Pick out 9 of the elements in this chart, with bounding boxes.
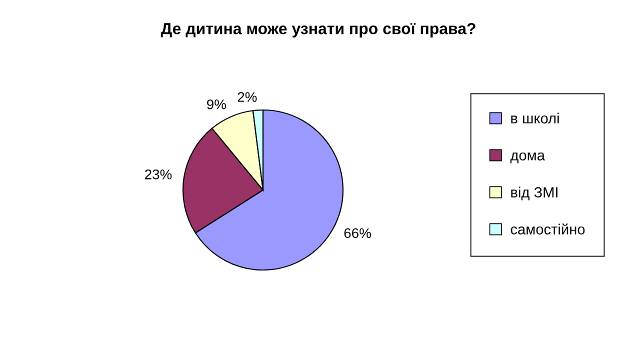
data-label: 9% — [207, 99, 226, 110]
legend-label: в школі — [511, 112, 559, 124]
chart-title: Де дитина може узнати про свої права? — [160, 22, 476, 38]
legend-label: самостійно — [510, 223, 585, 234]
legend-label: від ЗМІ — [511, 186, 558, 200]
data-label: 66% — [344, 228, 371, 238]
legend-label: дома — [510, 152, 545, 164]
data-label: 23% — [145, 170, 172, 180]
data-label: 2% — [238, 92, 257, 102]
